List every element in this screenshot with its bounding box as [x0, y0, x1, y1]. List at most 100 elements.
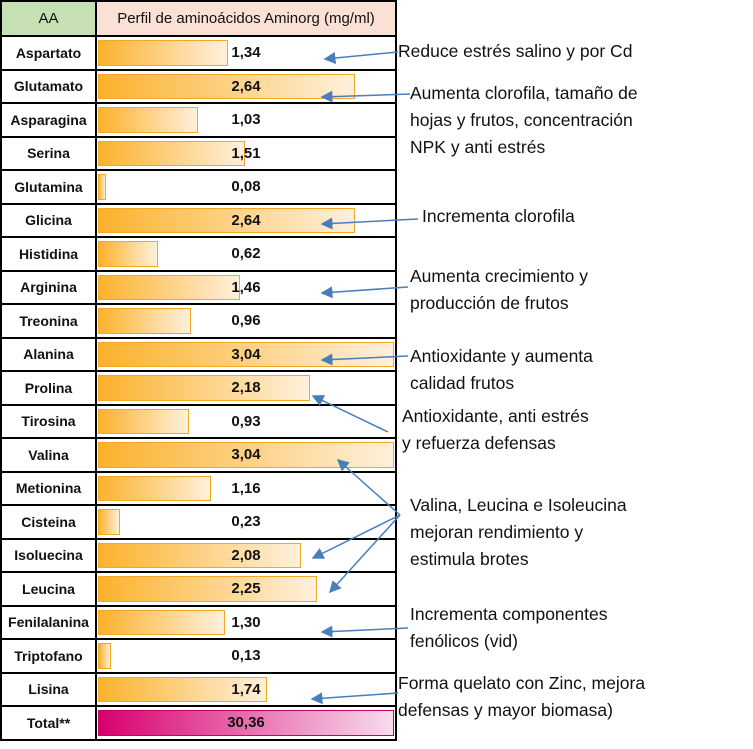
- value-label: 0,62: [231, 245, 261, 263]
- arrow: [310, 692, 399, 705]
- table-row: Aspartato 1,34: [0, 35, 397, 71]
- annotation-line: Forma quelato con Zinc, mejora: [398, 673, 646, 693]
- annotation-note: Aumenta clorofila, tamaño de hojas y frut…: [410, 80, 638, 161]
- amino-acid-name: Arginina: [0, 269, 97, 305]
- annotation-note: Forma quelato con Zinc, mejora defensas y…: [398, 670, 645, 724]
- data-bar: [98, 73, 356, 99]
- amino-acid-name: Valina: [0, 437, 97, 473]
- annotation-line: Valina, Leucina e Isoleucina: [410, 495, 627, 515]
- annotation-line: defensas y mayor biomasa): [398, 700, 613, 720]
- data-bar: [98, 676, 268, 702]
- data-bar: [98, 609, 225, 635]
- annotation-line: calidad frutos: [410, 373, 515, 393]
- table-row: Cisteina 0,23: [0, 504, 397, 540]
- annotation-line: Antioxidante, anti estrés: [402, 406, 589, 426]
- value-cell: 1,16: [95, 470, 397, 506]
- arrow: [336, 459, 401, 516]
- value-label: 1,46: [231, 278, 261, 296]
- value-label: 2,08: [231, 546, 261, 564]
- value-label: 2,18: [231, 379, 261, 397]
- value-label: 1,16: [231, 479, 261, 497]
- value-label: 1,34: [231, 44, 261, 62]
- data-bar: [98, 241, 159, 267]
- amino-acid-name: Glicina: [0, 202, 97, 238]
- table-row: Alanina 3,04: [0, 336, 397, 372]
- data-bar: [98, 107, 199, 133]
- value-cell: 30,36: [95, 705, 397, 741]
- amino-acid-name: Cisteina: [0, 504, 97, 540]
- arrow: [311, 514, 401, 559]
- value-cell: 1,03: [95, 102, 397, 138]
- arrow: [320, 353, 409, 366]
- amino-acid-name: Isoluecina: [0, 537, 97, 573]
- data-bar: [98, 509, 121, 535]
- value-cell: 2,64: [95, 202, 397, 238]
- annotation-line: Reduce estrés salino y por Cd: [398, 41, 633, 61]
- table-row: Arginina 1,46: [0, 269, 397, 305]
- annotation-line: estimula brotes: [410, 549, 529, 569]
- value-label: 0,96: [231, 312, 261, 330]
- arrow: [320, 286, 409, 299]
- value-label: 30,36: [227, 714, 265, 732]
- arrow: [320, 90, 411, 103]
- annotation-note: Reduce estrés salino y por Cd: [398, 38, 632, 65]
- amino-acid-name: Serina: [0, 135, 97, 171]
- amino-acid-name: Treonina: [0, 303, 97, 339]
- data-bar: [98, 174, 106, 200]
- value-cell: 2,64: [95, 68, 397, 104]
- annotation-note: Antioxidante y aumenta calidad frutos: [410, 343, 593, 397]
- value-cell: 1,46: [95, 269, 397, 305]
- table-row: Prolina 2,18: [0, 370, 397, 406]
- data-bar: [98, 140, 246, 166]
- value-label: 0,08: [231, 178, 261, 196]
- value-cell: 2,25: [95, 571, 397, 607]
- value-cell: 1,34: [95, 35, 397, 71]
- header-profile: Perfil de aminoácidos Aminorg (mg/ml): [95, 0, 397, 37]
- annotation-line: fenólicos (vid): [410, 631, 518, 651]
- table-row: Glutamato 2,64: [0, 68, 397, 104]
- arrow: [311, 395, 389, 433]
- amino-acid-name: Triptofano: [0, 638, 97, 674]
- data-bar: [98, 274, 241, 300]
- amino-acid-name: Leucina: [0, 571, 97, 607]
- table-row: Asparagina 1,03: [0, 102, 397, 138]
- annotation-line: Incrementa clorofila: [422, 206, 575, 226]
- data-bar: [98, 308, 192, 334]
- arrow: [328, 514, 401, 594]
- value-label: 2,64: [231, 211, 261, 229]
- table-row: Glutamina 0,08: [0, 169, 397, 205]
- amino-acid-name: Histidina: [0, 236, 97, 272]
- amino-acid-name: Lisina: [0, 671, 97, 707]
- data-bar: [98, 576, 318, 602]
- data-bar: [98, 207, 356, 233]
- annotation-line: Aumenta clorofila, tamaño de: [410, 83, 638, 103]
- data-bar: [98, 40, 229, 66]
- table-row: Fenilalanina 1,30: [0, 604, 397, 640]
- data-bar: [98, 710, 394, 736]
- value-cell: 0,13: [95, 638, 397, 674]
- amino-acid-name: Glutamina: [0, 169, 97, 205]
- amino-acid-name: Fenilalanina: [0, 604, 97, 640]
- amino-acid-name: Tirosina: [0, 403, 97, 439]
- value-label: 1,03: [231, 111, 261, 129]
- value-label: 3,04: [231, 446, 261, 464]
- value-cell: 0,23: [95, 504, 397, 540]
- annotation-line: mejoran rendimiento y: [410, 522, 584, 542]
- annotation-line: NPK y anti estrés: [410, 137, 546, 157]
- value-cell: 3,04: [95, 336, 397, 372]
- table-row: Isoluecina 2,08: [0, 537, 397, 573]
- amino-acid-name: Aspartato: [0, 35, 97, 71]
- value-label: 1,51: [231, 144, 261, 162]
- amino-acid-name: Glutamato: [0, 68, 97, 104]
- amino-acid-name: Total**: [0, 705, 97, 741]
- annotation-line: Antioxidante y aumenta: [410, 346, 593, 366]
- annotation-line: Incrementa componentes: [410, 604, 608, 624]
- header-aa: AA: [0, 0, 97, 37]
- total-row: Total** 30,36: [0, 705, 397, 741]
- value-cell: 0,93: [95, 403, 397, 439]
- table-row: Lisina 1,74: [0, 671, 397, 707]
- value-cell: 1,51: [95, 135, 397, 171]
- arrow: [323, 51, 399, 64]
- data-bar: [98, 475, 211, 501]
